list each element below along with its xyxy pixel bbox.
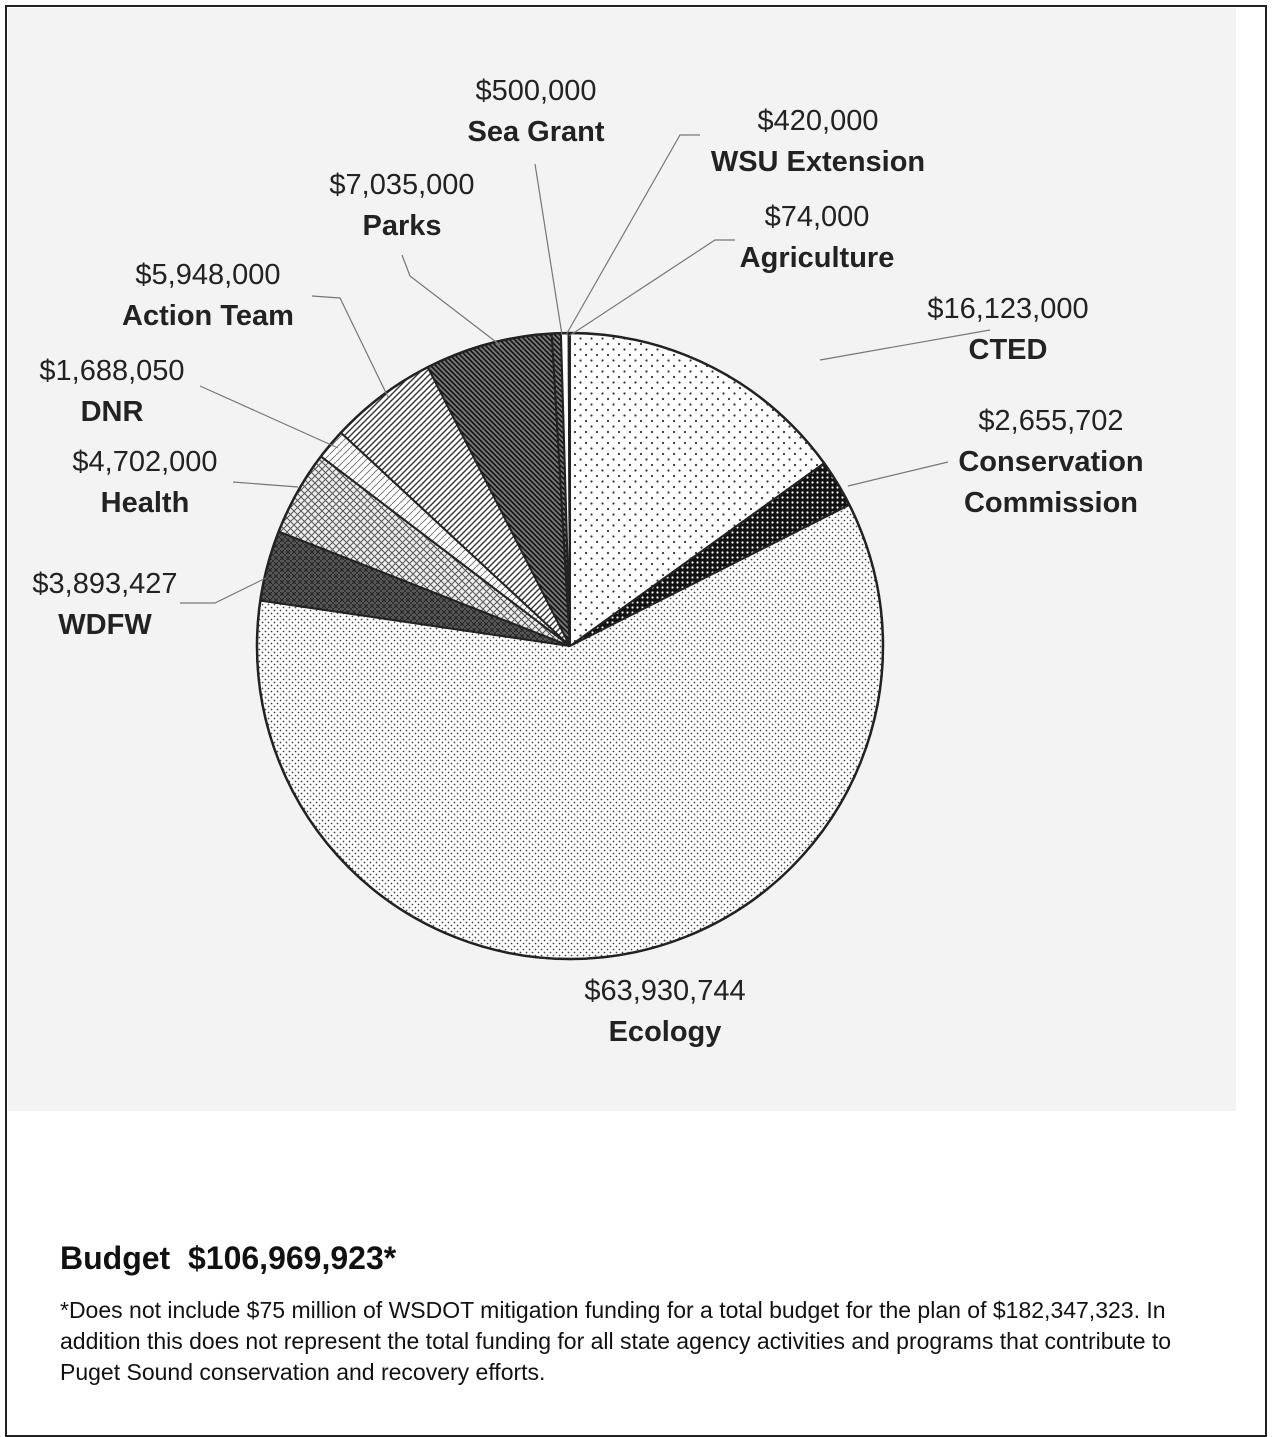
slice-value-label: $7,035,000: [329, 169, 474, 201]
pie-outline: [255, 331, 885, 961]
slice-name-label: Agriculture: [740, 242, 895, 274]
slice-value-label: $74,000: [765, 201, 870, 233]
pie-slice-agriculture: [567, 331, 571, 647]
slice-name-label: DNR: [81, 396, 144, 428]
leader-line-wsu-extension: [565, 134, 700, 336]
slice-name-label: WSU Extension: [711, 146, 925, 178]
leader-line-sea-grant: [534, 163, 563, 336]
leader-line-agriculture: [568, 239, 735, 337]
slice-name-label: Action Team: [122, 300, 294, 332]
slice-name-label: Ecology: [609, 1016, 722, 1048]
slice-value-label: $2,655,702: [978, 405, 1123, 437]
slice-value-label: $63,930,744: [584, 975, 745, 1007]
slice-name-label: Health: [101, 487, 190, 519]
slice-name-label: Parks: [362, 210, 441, 242]
slice-value-label: $1,688,050: [39, 355, 184, 387]
leader-line-health: [232, 481, 299, 488]
slice-value-label: $16,123,000: [927, 293, 1088, 325]
leader-line-cted: [819, 329, 991, 361]
leader-line-conservation-commission: [847, 461, 949, 487]
slice-value-label: $4,702,000: [72, 446, 217, 478]
slice-value-label: $500,000: [476, 75, 597, 107]
leader-line-action-team: [311, 295, 389, 398]
pie-chart: $16,123,000 CTED $2,655,702 Conservation Com…: [32, 75, 1143, 1048]
slice-value-label: $3,893,427: [32, 568, 177, 600]
slice-name-label: WDFW: [58, 609, 152, 641]
footnote: *Does not include $75 million of WSDOT m…: [60, 1297, 1172, 1385]
leader-line-wdfw: [180, 577, 267, 604]
slice-name-label: Commission: [964, 487, 1138, 519]
slice-value-label: $420,000: [758, 105, 879, 137]
leader-line-parks: [401, 254, 501, 346]
slice-name-label: Sea Grant: [468, 116, 605, 148]
slice-value-label: $5,948,000: [135, 259, 280, 291]
budget-total: Budget $106,969,923*: [60, 1240, 397, 1276]
slice-name-label: CTED: [969, 334, 1048, 366]
slice-name-label: Conservation: [958, 446, 1143, 478]
leader-line-dnr: [199, 385, 339, 449]
